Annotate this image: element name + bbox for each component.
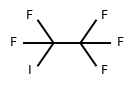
Text: F: F	[117, 36, 124, 50]
Text: F: F	[10, 36, 17, 50]
Text: F: F	[26, 9, 33, 22]
Text: F: F	[101, 64, 108, 77]
Text: I: I	[28, 64, 31, 77]
Text: F: F	[101, 9, 108, 22]
